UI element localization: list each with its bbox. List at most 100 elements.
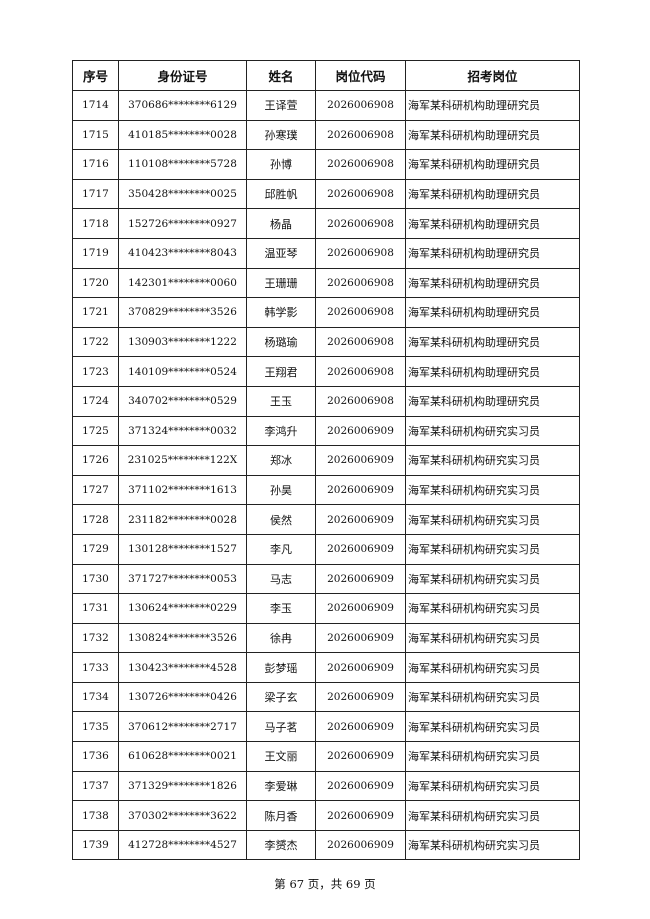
cell-index: 1738 [72, 800, 119, 831]
table-row: 1719 410423********8043 温亚琴 2026006908 海军某科研… [72, 237, 580, 269]
table-row: 1734 130726********0426 梁子玄 2026006909 海军某科研… [72, 681, 580, 713]
cell-post: 海军某科研机构助理研究员 [405, 385, 580, 417]
cell-id-number: 412728********4527 [118, 829, 247, 861]
cell-name: 李凡 [246, 533, 316, 565]
table-row: 1737 371329********1826 李爱琳 2026006909 海军某科研… [72, 770, 580, 802]
cell-post-code: 2026006909 [315, 533, 406, 565]
cell-post: 海军某科研机构助理研究员 [405, 297, 580, 328]
table-row: 1717 350428********0025 邱胜帆 2026006908 海军某科研… [72, 178, 580, 210]
cell-post: 海军某科研机构研究实习员 [405, 415, 580, 447]
cell-index: 1727 [72, 474, 119, 506]
cell-post: 海军某科研机构研究实习员 [405, 800, 580, 831]
table-row: 1729 130128********1527 李凡 2026006909 海军某科研机… [72, 533, 580, 565]
cell-name: 王翔君 [246, 356, 316, 387]
cell-post: 海军某科研机构助理研究员 [405, 149, 580, 180]
cell-id-number: 370686********6129 [118, 90, 247, 121]
cell-index: 1715 [72, 119, 119, 151]
cell-post: 海军某科研机构助理研究员 [405, 90, 580, 121]
table-row: 1725 371324********0032 李鸿升 2026006909 海军某科研… [72, 415, 580, 447]
cell-post: 海军某科研机构助理研究员 [405, 237, 580, 269]
cell-index: 1739 [72, 829, 119, 861]
cell-post-code: 2026006908 [315, 297, 406, 328]
cell-post: 海军某科研机构助理研究员 [405, 267, 580, 299]
cell-index: 1729 [72, 533, 119, 565]
cell-name: 梁子玄 [246, 681, 316, 713]
cell-id-number: 370612********2717 [118, 711, 247, 743]
cell-index: 1737 [72, 770, 119, 802]
cell-post: 海军某科研机构助理研究员 [405, 326, 580, 358]
header-index: 序号 [72, 60, 119, 91]
cell-post-code: 2026006909 [315, 504, 406, 535]
cell-id-number: 130624********0229 [118, 593, 247, 624]
cell-post-code: 2026006908 [315, 178, 406, 210]
cell-index: 1726 [72, 445, 119, 476]
cell-post-code: 2026006909 [315, 681, 406, 713]
cell-index: 1719 [72, 237, 119, 269]
cell-post-code: 2026006909 [315, 800, 406, 831]
cell-post: 海军某科研机构研究实习员 [405, 504, 580, 535]
cell-index: 1736 [72, 741, 119, 772]
cell-index: 1714 [72, 90, 119, 121]
cell-name: 杨晶 [246, 208, 316, 239]
cell-id-number: 130726********0426 [118, 681, 247, 713]
cell-name: 彭梦瑶 [246, 652, 316, 683]
table-row: 1730 371727********0053 马志 2026006909 海军某科研机… [72, 563, 580, 595]
table-row: 1720 142301********0060 王珊珊 2026006908 海军某科研… [72, 267, 580, 299]
table-row: 1722 130903********1222 杨璐瑜 2026006908 海军某科研… [72, 326, 580, 358]
cell-post-code: 2026006909 [315, 445, 406, 476]
cell-post: 海军某科研机构研究实习员 [405, 711, 580, 743]
cell-post-code: 2026006909 [315, 770, 406, 802]
cell-post-code: 2026006909 [315, 593, 406, 624]
cell-id-number: 110108********5728 [118, 149, 247, 180]
cell-name: 李爱琳 [246, 770, 316, 802]
cell-name: 侯然 [246, 504, 316, 535]
cell-index: 1733 [72, 652, 119, 683]
cell-post-code: 2026006908 [315, 208, 406, 239]
cell-name: 李玉 [246, 593, 316, 624]
cell-id-number: 340702********0529 [118, 385, 247, 417]
cell-name: 邱胜帆 [246, 178, 316, 210]
cell-index: 1716 [72, 149, 119, 180]
table-row: 1726 231025********122X 郑冰 2026006909 海军某科研机… [72, 445, 580, 476]
cell-name: 郑冰 [246, 445, 316, 476]
cell-index: 1720 [72, 267, 119, 299]
cell-name: 孙博 [246, 149, 316, 180]
cell-name: 王玉 [246, 385, 316, 417]
table-row: 1738 370302********3622 陈月香 2026006909 海军某科研… [72, 800, 580, 831]
cell-index: 1730 [72, 563, 119, 595]
cell-post: 海军某科研机构研究实习员 [405, 563, 580, 595]
cell-post-code: 2026006909 [315, 711, 406, 743]
cell-id-number: 371329********1826 [118, 770, 247, 802]
cell-post-code: 2026006909 [315, 652, 406, 683]
table-row: 1731 130624********0229 李玉 2026006909 海军某科研机… [72, 593, 580, 624]
cell-id-number: 610628********0021 [118, 741, 247, 772]
cell-name: 李鸿升 [246, 415, 316, 447]
cell-id-number: 370829********3526 [118, 297, 247, 328]
cell-name: 孙寒璞 [246, 119, 316, 151]
cell-post-code: 2026006908 [315, 267, 406, 299]
cell-index: 1721 [72, 297, 119, 328]
cell-post-code: 2026006908 [315, 119, 406, 151]
cell-name: 徐冉 [246, 622, 316, 654]
cell-post-code: 2026006908 [315, 356, 406, 387]
cell-post-code: 2026006909 [315, 829, 406, 861]
cell-post: 海军某科研机构助理研究员 [405, 178, 580, 210]
cell-post: 海军某科研机构研究实习员 [405, 593, 580, 624]
cell-name: 王文丽 [246, 741, 316, 772]
cell-post: 海军某科研机构助理研究员 [405, 208, 580, 239]
cell-index: 1735 [72, 711, 119, 743]
cell-id-number: 130824********3526 [118, 622, 247, 654]
cell-post-code: 2026006909 [315, 741, 406, 772]
cell-id-number: 410423********8043 [118, 237, 247, 269]
table-row: 1715 410185********0028 孙寒璞 2026006908 海军某科研… [72, 119, 580, 151]
cell-name: 韩学影 [246, 297, 316, 328]
cell-post: 海军某科研机构研究实习员 [405, 652, 580, 683]
table-row: 1714 370686********6129 王译萱 2026006908 海军某科研… [72, 90, 580, 121]
header-id-number: 身份证号 [118, 60, 247, 91]
table-row: 1733 130423********4528 彭梦瑶 2026006909 海军某科研… [72, 652, 580, 683]
cell-post-code: 2026006909 [315, 622, 406, 654]
table-row: 1727 371102********1613 孙昊 2026006909 海军某科研机… [72, 474, 580, 506]
cell-id-number: 152726********0927 [118, 208, 247, 239]
table-row: 1736 610628********0021 王文丽 2026006909 海军某科研… [72, 741, 580, 772]
cell-name: 马志 [246, 563, 316, 595]
